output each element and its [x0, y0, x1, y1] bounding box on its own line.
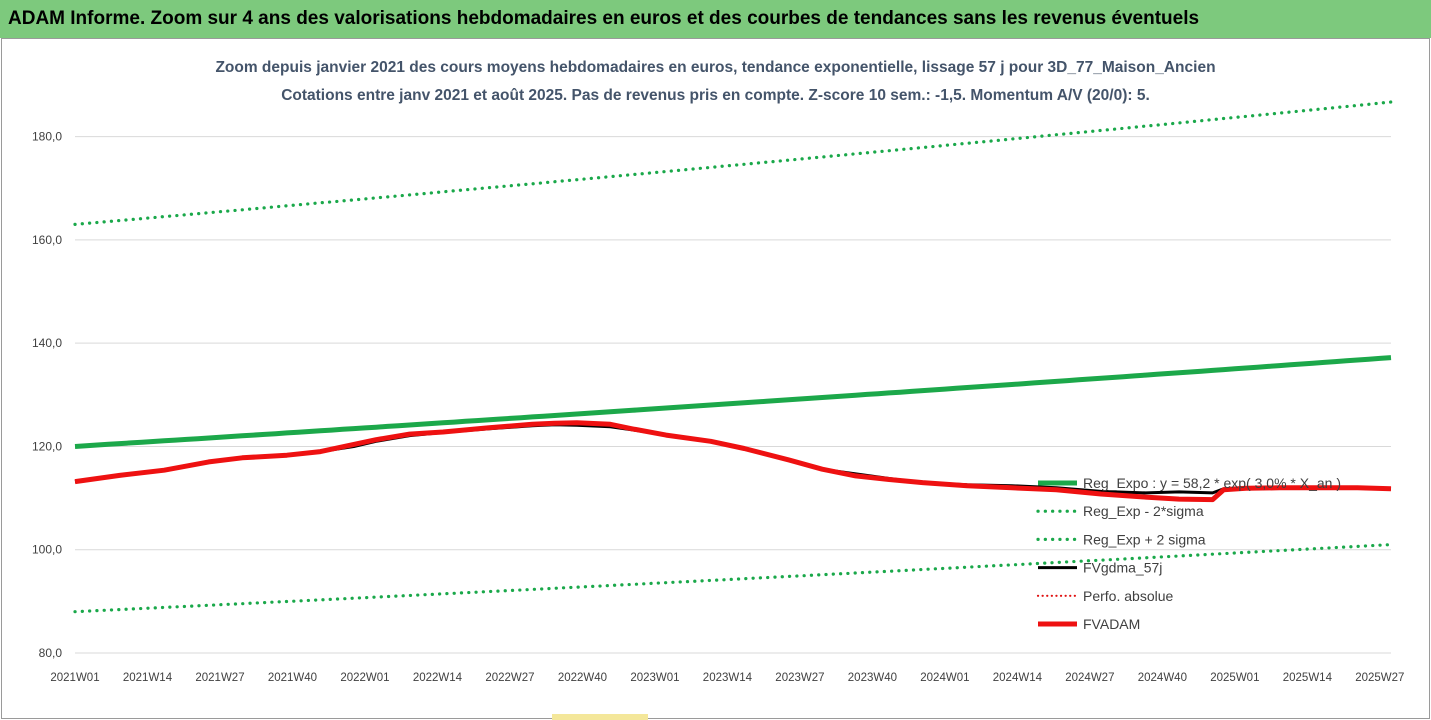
y-tick-label: 180,0 — [32, 130, 62, 144]
x-tick-label: 2025W14 — [1283, 672, 1333, 684]
chart-title: Zoom depuis janvier 2021 des cours moyen… — [215, 59, 1216, 76]
x-tick-label: 2022W01 — [340, 672, 389, 684]
y-tick-label: 160,0 — [32, 233, 62, 247]
legend-label: Reg_Expo : y = 58,2 * exp( 3,0% * X_an ) — [1083, 475, 1341, 491]
series-line-reg-exp-2-sigma — [73, 542, 1393, 614]
series-line-reg-expo-y-58-2-exp-3-0-x-an — [74, 355, 1392, 449]
series-line-reg-exp-2-sigma — [73, 100, 1393, 226]
x-tick-label: 2024W14 — [993, 672, 1043, 684]
legend-label: FVADAM — [1083, 616, 1140, 632]
x-tick-label: 2024W40 — [1138, 672, 1187, 684]
chart-frame — [1, 38, 1430, 719]
x-tick-label: 2023W27 — [775, 672, 824, 684]
y-tick-label: 140,0 — [32, 336, 62, 350]
x-tick-label: 2021W01 — [50, 672, 99, 684]
x-tick-label: 2022W40 — [558, 672, 607, 684]
y-tick-label: 100,0 — [32, 543, 62, 557]
bottom-decoration — [552, 714, 648, 720]
y-tick-label: 80,0 — [39, 646, 63, 660]
legend-label: Reg_Exp - 2*sigma — [1083, 503, 1204, 519]
chart-subtitle: Cotations entre janv 2021 et août 2025. … — [281, 87, 1150, 104]
x-tick-label: 2021W40 — [268, 672, 317, 684]
legend-label: Reg_Exp + 2 sigma — [1083, 531, 1206, 547]
x-tick-label: 2024W27 — [1065, 672, 1114, 684]
report-banner: ADAM Informe. Zoom sur 4 ans des valoris… — [0, 0, 1431, 38]
y-tick-label: 120,0 — [32, 439, 62, 453]
x-tick-label: 2022W27 — [485, 672, 534, 684]
legend-label: FVgdma_57j — [1083, 560, 1162, 576]
x-tick-label: 2024W01 — [920, 672, 969, 684]
x-tick-label: 2025W27 — [1355, 672, 1404, 684]
x-tick-label: 2025W01 — [1210, 672, 1259, 684]
banner-title: ADAM Informe. Zoom sur 4 ans des valoris… — [8, 8, 1200, 29]
x-tick-label: 2022W14 — [413, 672, 463, 684]
x-tick-label: 2023W40 — [848, 672, 897, 684]
x-tick-label: 2023W14 — [703, 672, 753, 684]
series-line-fvadam — [74, 420, 1392, 503]
x-tick-label: 2023W01 — [630, 672, 679, 684]
x-tick-label: 2021W27 — [195, 672, 244, 684]
x-tick-label: 2021W14 — [123, 672, 173, 684]
legend-label: Perfo. absolue — [1083, 588, 1173, 604]
